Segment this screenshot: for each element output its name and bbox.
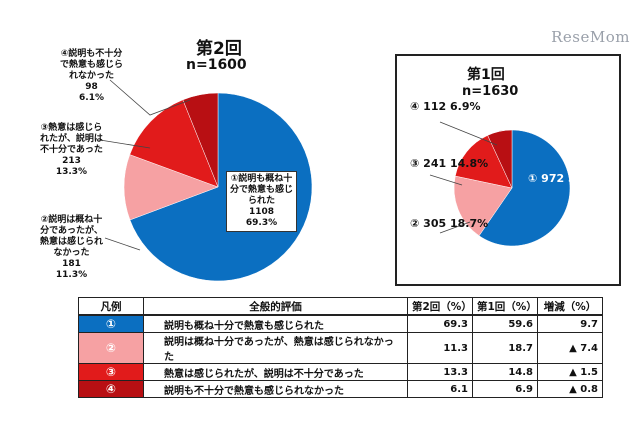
label-count: 181 <box>62 259 81 269</box>
chart2-slice-1 <box>129 92 313 282</box>
label-mark: ④ <box>410 100 420 113</box>
label-line: で熱意も感じら <box>60 60 124 70</box>
header-round1: 第1回（%） <box>472 297 538 316</box>
label-line: なかった <box>53 248 90 258</box>
label-line: れなかった <box>69 71 115 81</box>
leader-line-3 <box>439 121 498 146</box>
chart1-label-2: ② 305 18.7% <box>410 217 488 231</box>
header-diff: 増減（%） <box>537 297 603 316</box>
row-diff: ▲ 0.8 <box>537 380 603 398</box>
label-mark: ② <box>410 217 420 230</box>
label-count: 972 <box>541 172 565 185</box>
row-description: 説明も概ね十分で熱意も感じられた <box>143 314 408 333</box>
chart2-sample-size: n=1600 <box>186 57 247 73</box>
row-round1: 14.8 <box>472 363 538 381</box>
chart2-title: 第2回 <box>196 39 242 59</box>
header-round2: 第2回（%） <box>407 297 473 316</box>
label-percent: 6.9% <box>449 100 481 113</box>
chart2-label-3: ③熱意は感じら れたが、説明は 不十分であった 213 13.3% <box>40 123 103 178</box>
row-diff: ▲ 1.5 <box>537 363 603 381</box>
label-line: ①説明も概ね十 <box>230 174 293 184</box>
chart1-slice-3 <box>454 135 513 189</box>
legend-swatch-1: ① <box>78 314 144 333</box>
row-description: 熱意は感じられたが、説明は不十分であった <box>143 363 408 381</box>
chart1-frame <box>395 54 621 286</box>
table-row: ① 説明も概ね十分で熱意も感じられた 69.3 59.6 9.7 <box>78 314 603 333</box>
chart2-slice-4 <box>182 92 219 188</box>
label-line: れたが、説明は <box>40 134 103 144</box>
label-percent: 18.7% <box>449 217 489 230</box>
legend-swatch-4: ④ <box>78 380 144 398</box>
row-description: 説明も不十分で熱意も感じられなかった <box>143 380 408 398</box>
label-percent: 14.8% <box>449 157 489 170</box>
label-line: ③熱意は感じら <box>40 123 103 133</box>
row-diff: ▲ 7.4 <box>537 332 603 364</box>
label-line: 分であったが、 <box>40 226 103 236</box>
chart1-label-3: ③ 241 14.8% <box>410 157 488 171</box>
table-header-row: 凡例 全般的評価 第2回（%） 第1回（%） 増減（%） <box>78 297 603 316</box>
label-line: 分で熱意も感じ <box>230 185 294 195</box>
label-count: 241 <box>423 157 447 170</box>
leader-lines <box>99 79 498 251</box>
chart2-label-1: ①説明も概ね十 分で熱意も感じ られた 1108 69.3% <box>226 171 298 232</box>
chart2-slice-3 <box>129 99 219 188</box>
row-round1: 18.7 <box>472 332 538 364</box>
chart2-slice-2 <box>123 154 219 221</box>
chart1-pie <box>453 129 571 247</box>
label-count: 305 <box>423 217 447 230</box>
chart1-title: 第1回 <box>467 67 505 83</box>
label-count: 112 <box>423 100 447 113</box>
label-count: 1108 <box>248 207 275 217</box>
header-description: 全般的評価 <box>143 297 408 316</box>
label-percent: 11.3% <box>55 270 88 280</box>
legend-table: 凡例 全般的評価 第2回（%） 第1回（%） 増減（%） ① 説明も概ね十分で熱… <box>78 297 603 398</box>
row-round2: 13.3 <box>407 363 473 381</box>
row-round1: 6.9 <box>472 380 538 398</box>
leader-line-2 <box>104 237 141 251</box>
label-line: ②説明は概ね十 <box>40 215 103 225</box>
label-percent: 13.3% <box>55 167 88 177</box>
label-percent: 69.3% <box>245 218 278 228</box>
table-row: ② 説明は概ね十分であったが、熱意は感じられなかった 11.3 18.7 ▲ 7… <box>78 332 603 364</box>
chart1-label-1: ① 972 59.6% <box>528 172 606 186</box>
chart1-slice-1 <box>478 129 571 247</box>
leader-line-1 <box>99 139 151 149</box>
chart2-pie <box>123 92 313 282</box>
watermark-logo: ReseMom <box>551 28 630 46</box>
row-round2: 6.1 <box>407 380 473 398</box>
leader-line-4 <box>429 174 463 186</box>
table-row: ④ 説明も不十分で熱意も感じられなかった 6.1 6.9 ▲ 0.8 <box>78 380 603 398</box>
legend-swatch-3: ③ <box>78 363 144 381</box>
row-round2: 69.3 <box>407 314 473 333</box>
leader-line-5 <box>439 221 471 234</box>
label-percent: 6.1% <box>79 93 104 103</box>
row-description: 説明は概ね十分であったが、熱意は感じられなかった <box>143 332 408 364</box>
label-percent: 59.6% <box>567 172 607 185</box>
label-mark: ① <box>528 172 538 185</box>
label-count: 98 <box>85 82 98 92</box>
label-line: ④説明も不十分 <box>60 49 123 59</box>
label-count: 213 <box>62 156 81 166</box>
row-round2: 11.3 <box>407 332 473 364</box>
chart1-slice-4 <box>487 129 513 189</box>
row-diff: 9.7 <box>537 314 603 333</box>
chart1-slice-2 <box>453 175 513 237</box>
legend-swatch-2: ② <box>78 332 144 364</box>
chart1-sample-size: n=1630 <box>462 84 519 99</box>
label-line: られた <box>248 196 276 206</box>
chart1-label-4: ④ 112 6.9% <box>410 100 481 114</box>
row-round1: 59.6 <box>472 314 538 333</box>
label-mark: ③ <box>410 157 420 170</box>
label-line: 熱意は感じられ <box>40 237 104 247</box>
table-row: ③ 熱意は感じられたが、説明は不十分であった 13.3 14.8 ▲ 1.5 <box>78 363 603 381</box>
label-line: 不十分であった <box>40 145 103 155</box>
chart2-label-2: ②説明は概ね十 分であったが、 熱意は感じられ なかった 181 11.3% <box>40 215 103 281</box>
chart2-label-4: ④説明も不十分 で熱意も感じら れなかった 98 6.1% <box>60 49 123 104</box>
leader-line-0 <box>109 79 191 116</box>
header-legend: 凡例 <box>78 297 144 316</box>
